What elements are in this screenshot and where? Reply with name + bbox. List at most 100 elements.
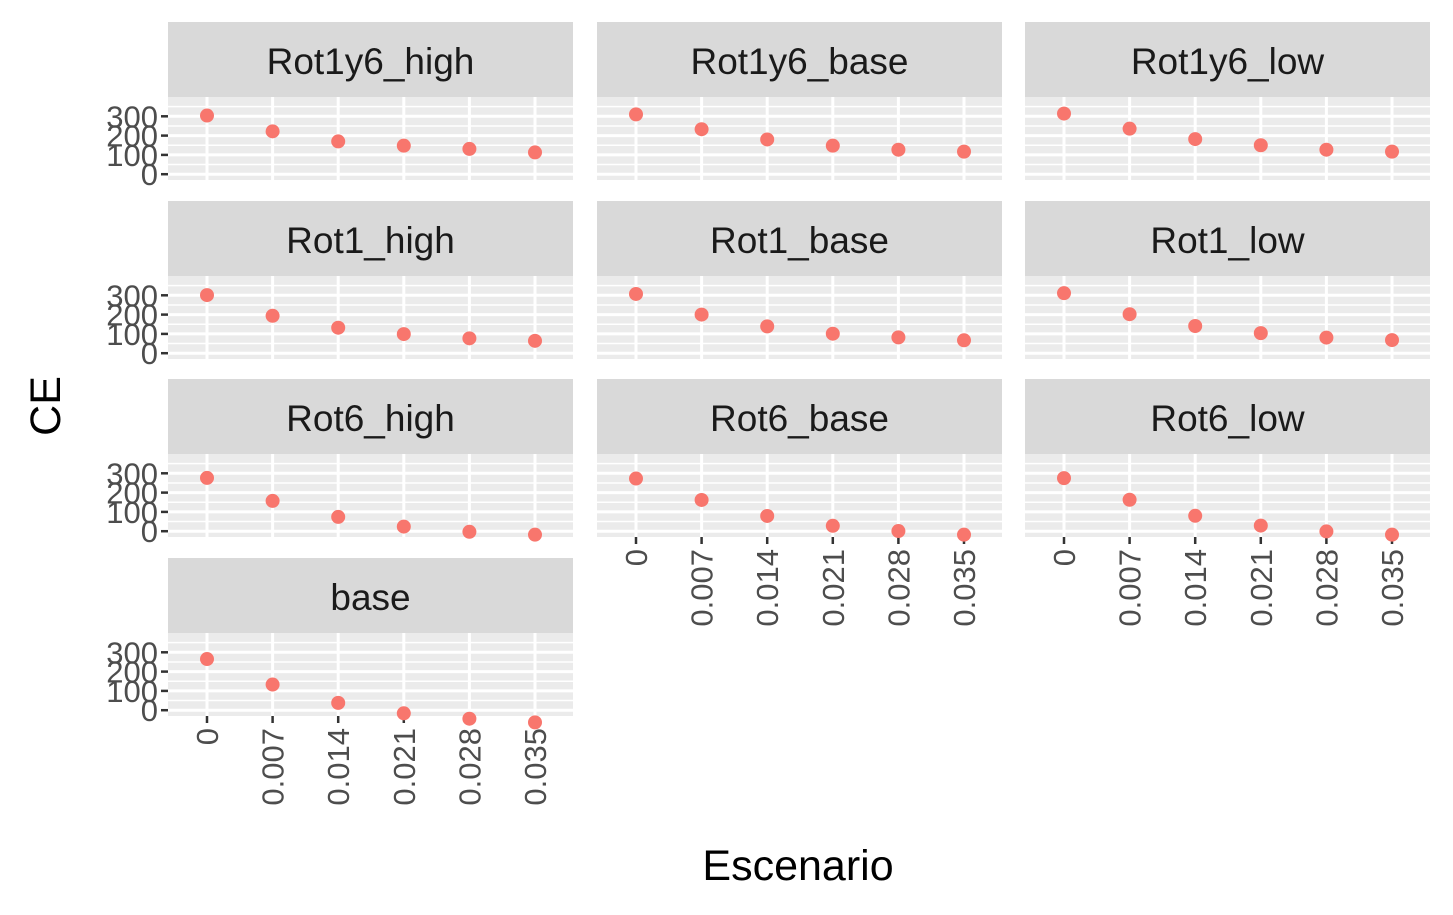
strip-label: Rot1y6_base: [690, 41, 908, 82]
data-point: [1122, 121, 1137, 136]
x-tick-label: 0.007: [685, 549, 720, 627]
data-point: [825, 138, 840, 153]
y-axis-title: CE: [22, 376, 70, 436]
data-point: [462, 711, 477, 726]
data-point: [396, 138, 411, 153]
data-point: [629, 471, 643, 486]
data-point: [331, 134, 346, 149]
data-point: [462, 141, 477, 156]
data-point: [1057, 106, 1071, 121]
data-point: [1122, 307, 1137, 322]
strip-label: Rot1_base: [710, 220, 889, 261]
data-point: [694, 122, 709, 137]
data-point: [629, 107, 643, 122]
y-tick-label: 300: [106, 635, 158, 670]
data-point: [265, 677, 280, 692]
y-tick-label: 200: [106, 476, 158, 511]
y-tick-label: 300: [106, 456, 158, 491]
plot-background: [168, 454, 573, 537]
data-point: [528, 145, 542, 160]
x-tick-label: 0.021: [816, 549, 851, 627]
y-tick-label: 300: [106, 99, 158, 134]
data-point: [1385, 144, 1399, 159]
plot-background: [597, 276, 1002, 359]
y-tick-label: 200: [106, 119, 158, 154]
data-point: [1319, 330, 1334, 345]
panel-rot1-base: Rot1_base: [597, 201, 1002, 359]
y-tick-label: 100: [106, 317, 158, 352]
x-tick-label: 0.021: [1244, 549, 1279, 627]
y-tick-label: 200: [106, 655, 158, 690]
strip-label: Rot1_low: [1150, 220, 1305, 261]
data-point: [891, 524, 906, 539]
data-point: [396, 706, 411, 721]
data-point: [462, 331, 477, 346]
strip-background: [597, 379, 1002, 454]
strip-label: Rot6_low: [1150, 398, 1305, 439]
strip-background: [597, 22, 1002, 97]
x-tick-label: 0.035: [518, 728, 553, 806]
data-point: [957, 144, 971, 159]
data-point: [331, 695, 346, 710]
x-tick-label: 0.014: [1178, 549, 1213, 627]
strip-label: Rot1y6_high: [267, 41, 475, 82]
data-point: [200, 288, 214, 303]
strip-background: [1025, 379, 1430, 454]
x-axis-title: Escenario: [702, 842, 893, 890]
strip-background: [1025, 22, 1430, 97]
x-tick-label: 0.014: [750, 549, 785, 627]
data-point: [1188, 318, 1203, 333]
x-tick-label: 0.007: [1113, 549, 1148, 627]
data-point: [265, 493, 280, 508]
x-tick-label: 0: [190, 728, 225, 745]
data-point: [200, 652, 214, 667]
data-point: [957, 333, 971, 348]
y-tick-label: 100: [106, 674, 158, 709]
plot-background: [1025, 454, 1430, 537]
data-point: [331, 509, 346, 524]
plot-background: [168, 97, 573, 180]
data-point: [1122, 492, 1137, 507]
data-point: [331, 320, 346, 335]
data-point: [760, 319, 775, 334]
data-point: [825, 326, 840, 341]
data-point: [760, 132, 775, 147]
y-tick-label: 100: [106, 138, 158, 173]
data-point: [957, 527, 971, 542]
strip-background: [168, 201, 573, 276]
data-point: [1319, 524, 1334, 539]
strip-label: base: [330, 577, 410, 618]
strip-label: Rot6_base: [710, 398, 889, 439]
y-tick-label: 0: [141, 157, 158, 192]
x-tick-label: 0: [619, 549, 654, 566]
data-point: [1319, 142, 1334, 157]
data-point: [1057, 286, 1071, 301]
data-point: [1385, 333, 1399, 348]
panel-rot1y6-low: Rot1y6_low: [1025, 22, 1430, 180]
plot-background: [597, 97, 1002, 180]
data-point: [760, 508, 775, 523]
strip-label: Rot1_high: [286, 220, 455, 261]
data-point: [694, 307, 709, 322]
panel-rot6-low: Rot6_low 0 0.007 0.014 0.021 0.028 0.035: [1025, 379, 1430, 627]
data-point: [825, 518, 840, 533]
x-tick-label: 0.028: [1309, 549, 1344, 627]
data-point: [1188, 508, 1203, 523]
data-point: [200, 108, 214, 123]
data-point: [396, 519, 411, 534]
plot-background: [168, 276, 573, 359]
panel-rot6-base: Rot6_base 0 0.007 0.014 0.021 0.028 0.035: [597, 379, 1002, 627]
data-point: [694, 492, 709, 507]
plot-background: [1025, 97, 1430, 180]
data-point: [1385, 527, 1399, 542]
x-tick-label: 0.035: [1375, 549, 1410, 627]
x-tick-label: 0: [1047, 549, 1082, 566]
x-tick-label: 0.028: [881, 549, 916, 627]
panel-rot1-low: Rot1_low: [1025, 201, 1430, 359]
data-point: [1253, 518, 1268, 533]
data-point: [396, 327, 411, 342]
